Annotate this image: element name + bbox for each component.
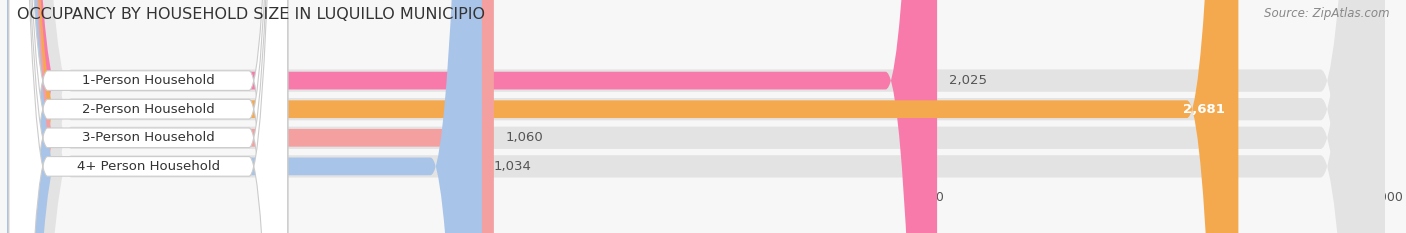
FancyBboxPatch shape [7,0,494,233]
Text: 1-Person Household: 1-Person Household [82,74,215,87]
Text: 3-Person Household: 3-Person Household [82,131,215,144]
FancyBboxPatch shape [7,0,1385,233]
FancyBboxPatch shape [8,0,288,233]
Text: 1,060: 1,060 [505,131,543,144]
Text: 2,025: 2,025 [949,74,987,87]
FancyBboxPatch shape [8,0,288,233]
FancyBboxPatch shape [8,0,288,233]
FancyBboxPatch shape [7,0,1239,233]
Text: 4+ Person Household: 4+ Person Household [77,160,219,173]
FancyBboxPatch shape [7,0,1385,233]
FancyBboxPatch shape [8,0,288,233]
FancyBboxPatch shape [7,0,936,233]
Text: 2-Person Household: 2-Person Household [82,103,215,116]
FancyBboxPatch shape [7,0,1385,233]
FancyBboxPatch shape [7,0,482,233]
Text: 2,681: 2,681 [1182,103,1225,116]
Text: Source: ZipAtlas.com: Source: ZipAtlas.com [1264,7,1389,20]
Text: OCCUPANCY BY HOUSEHOLD SIZE IN LUQUILLO MUNICIPIO: OCCUPANCY BY HOUSEHOLD SIZE IN LUQUILLO … [17,7,485,22]
Text: 1,034: 1,034 [494,160,531,173]
FancyBboxPatch shape [7,0,1385,233]
